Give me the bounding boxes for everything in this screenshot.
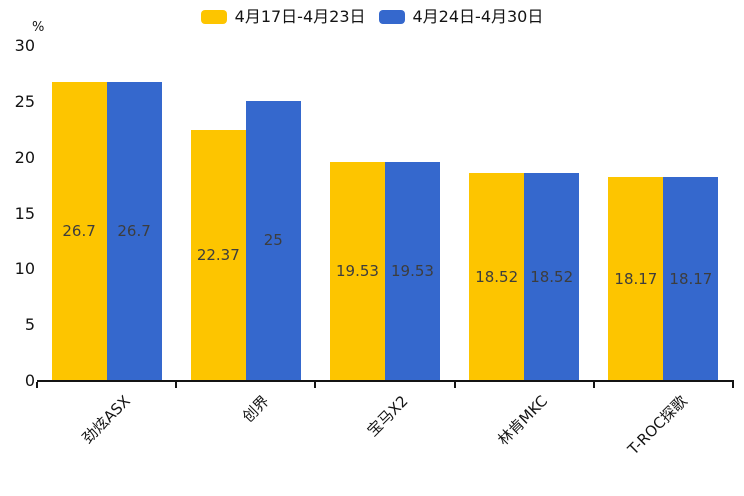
bar-value-label: 22.37 xyxy=(196,246,240,265)
x-axis-category-label[interactable]: 林肯MKC xyxy=(494,392,551,449)
bar-series2-cat5[interactable] xyxy=(663,177,719,380)
bar-series1-cat2[interactable] xyxy=(190,130,246,380)
x-axis-category-label[interactable]: 劲炫ASX xyxy=(78,392,134,448)
y-axis-tick-label: 25 xyxy=(14,91,35,111)
bar-value-label: 18.17 xyxy=(614,269,658,288)
x-axis-category-label[interactable]: T-ROC探歌 xyxy=(623,392,691,459)
x-axis-category-label[interactable]: 创界 xyxy=(238,392,273,426)
bar-series2-cat2[interactable] xyxy=(245,100,301,380)
y-axis-tick-label: 15 xyxy=(14,203,35,223)
y-axis-tick-label: 5 xyxy=(24,315,35,335)
bar-value-label: 18.52 xyxy=(475,267,519,286)
bar-series2-cat4[interactable] xyxy=(524,173,580,380)
y-axis-tick-label: 30 xyxy=(14,36,35,55)
bar-series1-cat3[interactable] xyxy=(330,161,385,380)
bar-value-label: 19.53 xyxy=(336,261,379,280)
legend-swatch-week1-icon xyxy=(200,10,227,24)
x-axis-tick-mark xyxy=(732,382,734,388)
bar-value-label: 26.7 xyxy=(62,221,96,240)
x-axis-tick-mark xyxy=(453,382,456,388)
x-axis-category-label[interactable]: 宝马X2 xyxy=(363,392,412,440)
x-axis-tick-mark xyxy=(175,382,178,388)
bar-series1-cat5[interactable] xyxy=(608,177,664,380)
bar-value-label: 18.17 xyxy=(669,269,713,288)
legend-label-week2: 4月24日-4月30日 xyxy=(412,7,544,26)
y-axis-tick-label: 10 xyxy=(14,259,35,279)
bar-series1-cat1[interactable] xyxy=(51,81,107,380)
x-axis-line xyxy=(37,380,734,382)
legend-item-week2[interactable]: 4月24日-4月30日 xyxy=(378,7,544,27)
x-axis-tick-mark xyxy=(314,382,317,388)
bar-value-label: 19.53 xyxy=(391,261,434,280)
x-axis-tick-mark xyxy=(592,382,595,388)
legend: 4月17日-4月23日 4月24日-4月30日 xyxy=(0,7,744,27)
y-axis-tick-label: 20 xyxy=(14,147,35,167)
bar-series1-cat4[interactable] xyxy=(469,173,525,380)
y-axis-tick-label: 0 xyxy=(24,371,35,390)
legend-item-week1[interactable]: 4月17日-4月23日 xyxy=(200,7,366,27)
bar-value-label: 18.52 xyxy=(530,267,574,286)
bar-series2-cat3[interactable] xyxy=(385,161,440,380)
legend-label-week1: 4月17日-4月23日 xyxy=(234,7,366,26)
bar-series2-cat1[interactable] xyxy=(106,81,162,380)
x-axis-tick-mark xyxy=(36,382,38,388)
legend-swatch-week2-icon xyxy=(378,10,405,24)
y-axis-unit-label: % xyxy=(32,20,45,35)
bar-value-label: 25 xyxy=(263,231,283,250)
bar-value-label: 26.7 xyxy=(117,221,151,240)
